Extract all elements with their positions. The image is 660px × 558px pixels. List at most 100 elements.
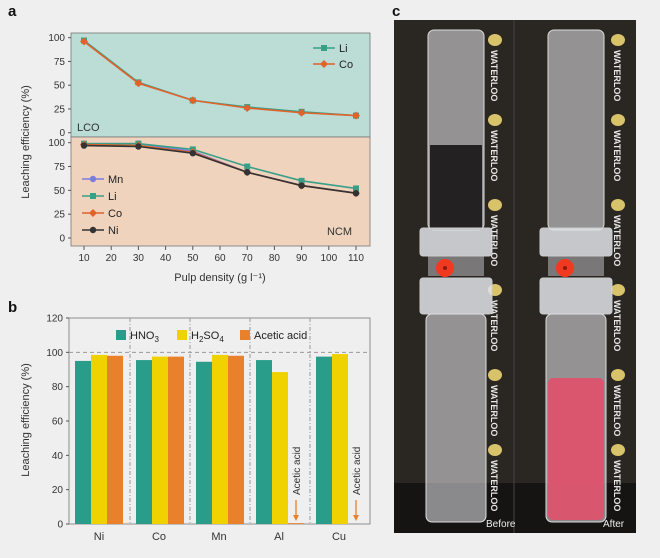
y-axis-label: Leaching efficiency (%): [20, 85, 32, 199]
point-LCO-Co: [134, 79, 143, 88]
legend-label-H2SO4: H2SO4: [191, 330, 224, 344]
annotation-Cu: Acetic acid: [352, 447, 363, 495]
watermark-text: WATERLOO: [612, 385, 622, 436]
watermark-text: WATERLOO: [612, 300, 622, 351]
line-NCM-Li: [84, 142, 357, 190]
point-NCM-Ni: [298, 182, 305, 189]
watermark-text: WATERLOO: [489, 300, 499, 351]
bar-Al-H2SO4: [272, 372, 288, 524]
watermark-text: WATERLOO: [612, 50, 622, 101]
y-tick-label: 20: [52, 485, 64, 496]
y-tick-label: 100: [48, 33, 65, 44]
watermark-text: WATERLOO: [489, 50, 499, 101]
legend-label-Ni: Ni: [108, 225, 118, 237]
legend-marker-Co: [89, 209, 97, 217]
subplot-label: NCM: [327, 226, 352, 238]
y-tick-label: 25: [54, 210, 66, 221]
arrowhead-Al: [293, 515, 299, 521]
x-tick-label: 20: [106, 253, 118, 264]
watermark-text: WATERLOO: [489, 385, 499, 436]
point-LCO-Co: [80, 37, 88, 46]
legend-swatch-Acetic acid: [240, 330, 250, 340]
connector-lower-before: [419, 277, 493, 315]
y-tick-label: 60: [52, 417, 64, 428]
legend-label-Co: Co: [108, 208, 122, 220]
legend-label-Li: Li: [339, 43, 348, 55]
chart-a-line: 0 25 50 75 100 LCO Li Co 0 25 50 75 100 NCM Mn Li Co Ni 10…: [20, 32, 371, 284]
waterloo-crest-icon: [488, 114, 502, 126]
waterloo-crest-icon: [611, 284, 625, 296]
waterloo-crest-icon: [611, 199, 625, 211]
dark-liquid-before: [430, 145, 482, 230]
bar-Co-HNO3: [136, 360, 152, 524]
x-tick-label: 10: [78, 253, 90, 264]
legend-marker-Li: [90, 193, 96, 199]
subplot-bg-LCO: [70, 32, 371, 138]
point-NCM-Ni: [189, 149, 196, 157]
waterloo-crest-icon: [611, 114, 625, 126]
y-tick-label: 50: [54, 186, 66, 197]
legend-label-Acetic acid: Acetic acid: [254, 330, 307, 342]
caption-after: After: [603, 519, 625, 530]
y-tick-label: 100: [46, 348, 63, 359]
y-tick-label: 0: [57, 520, 63, 531]
bar-Mn-HNO3: [196, 361, 212, 524]
line-NCM-Ni: [83, 144, 357, 195]
legend-swatch-H2SO4: [177, 330, 187, 340]
y-tick-label: 75: [54, 162, 66, 173]
category-label: Ni: [94, 531, 104, 543]
bar-Ni-HNO3: [75, 360, 91, 524]
line-LCO-Co: [83, 40, 357, 117]
bar-Cu-HNO3: [316, 356, 332, 524]
legend-marker-Co: [320, 60, 328, 68]
y-axis-label: Leaching efficiency (%): [20, 363, 32, 477]
arrowhead-Cu: [353, 515, 359, 521]
x-axis-label: Pulp density (g l⁻¹): [174, 272, 265, 284]
category-label: Cu: [332, 531, 346, 543]
x-tick-label: 60: [214, 253, 226, 264]
bar-Co-Acetic acid: [168, 356, 184, 524]
point-NCM-Li: [298, 177, 305, 184]
point-NCM-Li: [353, 185, 359, 192]
category-label: Co: [152, 531, 166, 543]
chart-b-bar: 0 20 40 60 80 100 120 Ni Co Mn Al Cu Acetic acid Acet…: [20, 314, 371, 543]
bar-Ni-H2SO4: [91, 354, 107, 524]
subplot-label: LCO: [77, 122, 100, 134]
lower-tube-before: [425, 313, 487, 523]
red-liquid-after: [548, 378, 604, 520]
x-tick-label: 90: [296, 253, 308, 264]
subplot-bg-NCM: [70, 136, 371, 247]
watermark-text: WATERLOO: [612, 130, 622, 181]
waterloo-crest-icon: [488, 34, 502, 46]
bar-Co-H2SO4: [152, 356, 168, 524]
point-LCO-Co: [188, 96, 197, 105]
y-tick-label: 0: [59, 128, 65, 139]
point-LCO-Co: [352, 111, 360, 120]
point-LCO-Co: [243, 104, 252, 112]
legend-swatch-HNO3: [116, 330, 126, 340]
watermark-text: WATERLOO: [489, 460, 499, 511]
y-tick-label: 0: [59, 234, 65, 245]
y-tick-label: 25: [54, 104, 66, 115]
legend-label-Li: Li: [108, 191, 117, 203]
category-label: Al: [274, 531, 284, 543]
bar-Cu-H2SO4: [332, 354, 348, 524]
valve-hole-after: [563, 266, 567, 270]
x-tick-label: 110: [348, 253, 364, 264]
bar-Al-HNO3: [256, 360, 272, 524]
panel-label-c: c: [392, 3, 400, 20]
x-tick-label: 80: [269, 253, 281, 264]
legend-label-Co: Co: [339, 59, 353, 71]
x-tick-label: 40: [160, 253, 172, 264]
point-LCO-Co: [297, 108, 306, 117]
category-label: Mn: [211, 531, 226, 543]
bar-Mn-H2SO4: [212, 354, 228, 524]
connector-lower-after: [539, 277, 613, 315]
bar-Ni-Acetic acid: [107, 355, 123, 524]
legend-label-HNO3: HNO3: [130, 330, 159, 344]
watermark-text: WATERLOO: [489, 215, 499, 266]
y-tick-label: 100: [48, 138, 65, 149]
waterloo-crest-icon: [611, 444, 625, 456]
annotation-Al: Acetic acid: [292, 447, 303, 495]
legend-label-Mn: Mn: [108, 174, 123, 186]
